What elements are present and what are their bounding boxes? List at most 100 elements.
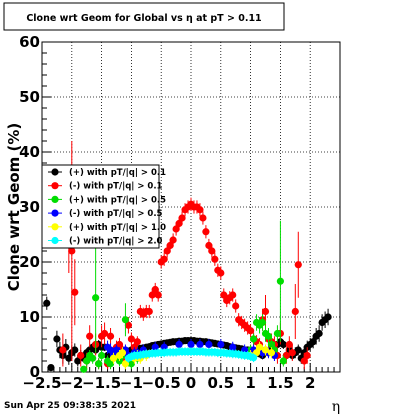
data-point [232, 302, 240, 310]
data-point [315, 329, 323, 338]
data-point [77, 351, 85, 360]
data-point [294, 261, 302, 269]
y-tick-label: 40 [19, 143, 40, 161]
data-points [43, 141, 332, 373]
y-tick-label: 20 [19, 253, 40, 271]
legend-label: (-) with pT/|q| > 2.0 [69, 237, 163, 247]
data-point [71, 288, 79, 296]
data-point [279, 340, 287, 349]
data-point [65, 354, 73, 362]
data-point [106, 332, 115, 340]
data-point [121, 316, 130, 324]
data-point [196, 206, 204, 214]
x-tick-label: −0.5 [142, 374, 181, 392]
data-point [145, 307, 153, 316]
legend-box [41, 164, 160, 249]
data-point [300, 357, 308, 365]
y-tick-label: 50 [19, 88, 40, 106]
legend: (+) with pT/|q| > 0.1 (-) with pT/|q| > 0… [41, 164, 166, 249]
data-point [255, 343, 264, 351]
data-point [124, 321, 133, 329]
data-point [68, 247, 76, 255]
data-point [74, 357, 82, 365]
x-tick-label: 0.5 [208, 374, 235, 392]
data-point [106, 346, 115, 354]
data-point [151, 343, 159, 351]
y-tick-label: 0 [30, 363, 40, 381]
legend-marker [51, 195, 59, 203]
title-box [3, 2, 285, 31]
legend-marker [51, 209, 59, 217]
data-point [220, 291, 228, 299]
data-point [109, 354, 118, 362]
data-point [175, 340, 183, 349]
data-point [261, 307, 270, 316]
x-tick-label: 0 [186, 374, 196, 392]
legend-marker [51, 236, 59, 245]
data-point [217, 340, 225, 349]
data-point [92, 294, 100, 302]
legend-marker [51, 182, 59, 190]
data-point [291, 307, 299, 316]
legend-marker [51, 168, 59, 176]
data-point [273, 329, 282, 338]
legend-entry: (+) with pT/|q| > 1.0 [48, 223, 166, 233]
data-point [258, 318, 267, 327]
timestamp: Sun Apr 25 09:38:35 2021 [4, 401, 136, 411]
data-point [127, 360, 135, 368]
x-tick-label: −1 [120, 374, 143, 392]
data-point [127, 335, 135, 343]
x-tick-label: 1 [245, 374, 255, 392]
y-tick-label: 30 [19, 198, 40, 216]
data-point [249, 354, 258, 362]
data-point [303, 351, 311, 360]
data-point [151, 285, 159, 294]
data-point [89, 354, 97, 362]
data-point [43, 299, 51, 307]
x-axis-label: η [332, 399, 340, 414]
data-point [172, 225, 180, 233]
data-point [100, 329, 109, 338]
data-point [98, 351, 106, 360]
x-tick-label: 2 [305, 374, 315, 392]
data-point [202, 228, 210, 236]
legend-label: (+) with pT/|q| > 1.0 [69, 223, 166, 233]
data-point [279, 357, 287, 365]
data-point [187, 340, 195, 349]
data-point [211, 255, 219, 263]
x-tick-label: 1.5 [267, 374, 294, 392]
data-point [53, 335, 61, 343]
x-tick-label: −2 [60, 374, 83, 392]
y-tick-label: 10 [19, 308, 40, 326]
legend-entry: (-) with pT/|q| > 2.0 [48, 237, 163, 247]
data-point [205, 340, 213, 349]
data-point [106, 360, 115, 368]
data-point [163, 247, 171, 255]
data-point [47, 364, 55, 372]
data-point [285, 340, 293, 349]
x-tick-label: −1.5 [82, 374, 121, 392]
data-point [229, 343, 237, 351]
legend-label: (-) with pT/|q| > 0.5 [69, 209, 163, 219]
legend-entry: (+) with pT/|q| > 0.5 [48, 195, 166, 205]
legend-label: (-) with pT/|q| > 0.1 [69, 182, 163, 192]
data-point [267, 349, 276, 357]
legend-label: (+) with pT/|q| > 0.1 [69, 168, 166, 178]
legend-entry: (-) with pT/|q| > 0.5 [48, 209, 163, 219]
legend-marker [51, 223, 59, 231]
data-point [86, 332, 94, 340]
y-axis-label: Clone wrt Geom (%) [5, 123, 23, 292]
data-point [121, 360, 130, 368]
y-tick-label: 60 [19, 33, 40, 51]
data-point [178, 214, 186, 222]
data-point [71, 346, 79, 354]
data-point [59, 346, 67, 354]
legend-label: (+) with pT/|q| > 0.5 [69, 195, 166, 205]
legend-entry: (+) with pT/|q| > 0.1 [48, 168, 166, 178]
data-point [154, 291, 162, 299]
data-point [309, 338, 317, 346]
data-point [118, 349, 127, 357]
data-point [166, 241, 174, 250]
